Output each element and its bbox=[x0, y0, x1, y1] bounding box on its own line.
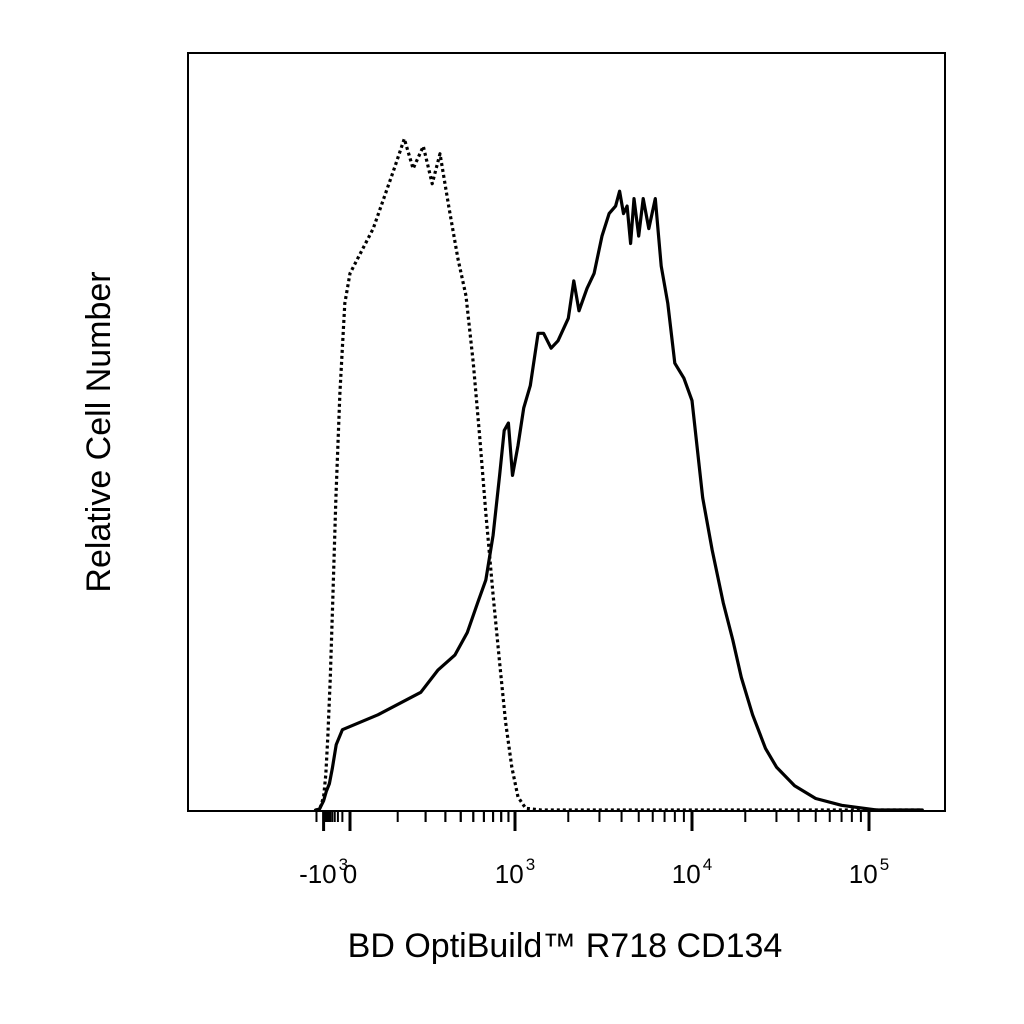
x-axis-major-ticks bbox=[322, 811, 871, 831]
x-tick-label: 0 bbox=[343, 859, 357, 889]
x-tick-label: 10 3 bbox=[495, 855, 535, 889]
y-axis-title: Relative Cell Number bbox=[80, 271, 118, 592]
x-axis-title: BD OptiBuild™ R718 CD134 bbox=[348, 927, 783, 965]
control-histogram-line bbox=[315, 137, 923, 812]
x-tick-label: 10 5 bbox=[849, 855, 889, 889]
x-axis-minor-ticks bbox=[315, 811, 862, 822]
plot-frame bbox=[187, 52, 946, 812]
histogram-traces bbox=[313, 137, 924, 812]
x-tick-label: -10 3 bbox=[299, 855, 348, 889]
stained-histogram-line bbox=[313, 189, 924, 812]
x-tick-label: 10 4 bbox=[672, 855, 712, 889]
x-axis-tick-labels: -10 30 10 3 10 4 10 5 bbox=[299, 855, 889, 889]
